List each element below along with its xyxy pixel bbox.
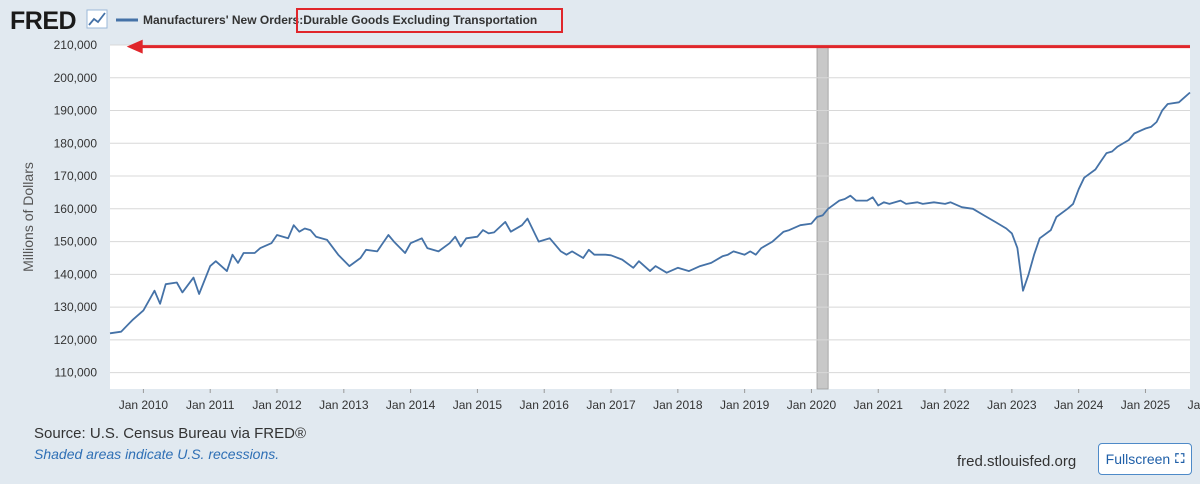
y-tick-label: 110,000: [55, 366, 98, 380]
x-tick-label: Jan 2011: [186, 398, 235, 412]
line-chart-icon: [86, 9, 108, 29]
x-tick-label: Jan 2015: [453, 398, 503, 412]
plot-area: [110, 45, 1190, 389]
fred-logo: FRED: [10, 7, 76, 35]
fullscreen-button[interactable]: Fullscreen ⛶: [1098, 443, 1192, 475]
x-tick-label: Jan 2016: [520, 398, 570, 412]
x-tick-label: Jan 2021: [854, 398, 904, 412]
legend-label[interactable]: Manufacturers' New Orders:Durable Goods …: [143, 13, 537, 27]
x-tick-label: Jan 2023: [987, 398, 1037, 412]
x-tick-label: Jan 2024: [1054, 398, 1104, 412]
y-tick-label: 180,000: [54, 136, 98, 150]
x-tick-label: Jan 2017: [586, 398, 636, 412]
series-line: [109, 91, 1191, 335]
y-tick-label: 130,000: [54, 300, 98, 314]
x-tick-label: Jan 2026: [1188, 398, 1200, 412]
y-axis-title: Millions of Dollars: [20, 162, 36, 272]
y-tick-label: 170,000: [54, 169, 98, 183]
y-tick-label: 200,000: [54, 71, 98, 85]
y-tick-label: 120,000: [54, 333, 98, 347]
x-tick-label: Jan 2022: [920, 398, 970, 412]
annotation-arrow-head: [126, 39, 143, 54]
x-tick-label: Jan 2019: [720, 398, 770, 412]
y-tick-label: 150,000: [54, 235, 98, 249]
x-tick-label: Jan 2025: [1121, 398, 1171, 412]
fullscreen-label: Fullscreen: [1105, 451, 1171, 467]
x-tick-label: Jan 2020: [787, 398, 837, 412]
x-tick-label: Jan 2010: [119, 398, 169, 412]
site-url: fred.stlouisfed.org: [957, 453, 1077, 470]
legend-prefix: Manufacturers' New Orders: [143, 13, 300, 27]
y-tick-label: 160,000: [54, 202, 98, 216]
x-tick-label: Jan 2014: [386, 398, 436, 412]
x-tick-label: Jan 2018: [653, 398, 703, 412]
legend-highlight: Durable Goods Excluding Transportation: [303, 13, 537, 27]
legend-separator: :: [299, 13, 303, 27]
y-tick-label: 140,000: [54, 267, 98, 281]
highlight-annotation-box: [296, 8, 563, 33]
recession-note-link[interactable]: Shaded areas indicate U.S. recessions.: [34, 446, 280, 462]
x-tick-label: Jan 2012: [252, 398, 302, 412]
y-tick-label: 210,000: [54, 38, 98, 52]
y-tick-label: 190,000: [54, 104, 98, 118]
x-tick-label: Jan 2013: [319, 398, 369, 412]
source-text: Source: U.S. Census Bureau via FRED®: [34, 425, 306, 442]
expand-icon: ⛶: [1175, 451, 1185, 466]
